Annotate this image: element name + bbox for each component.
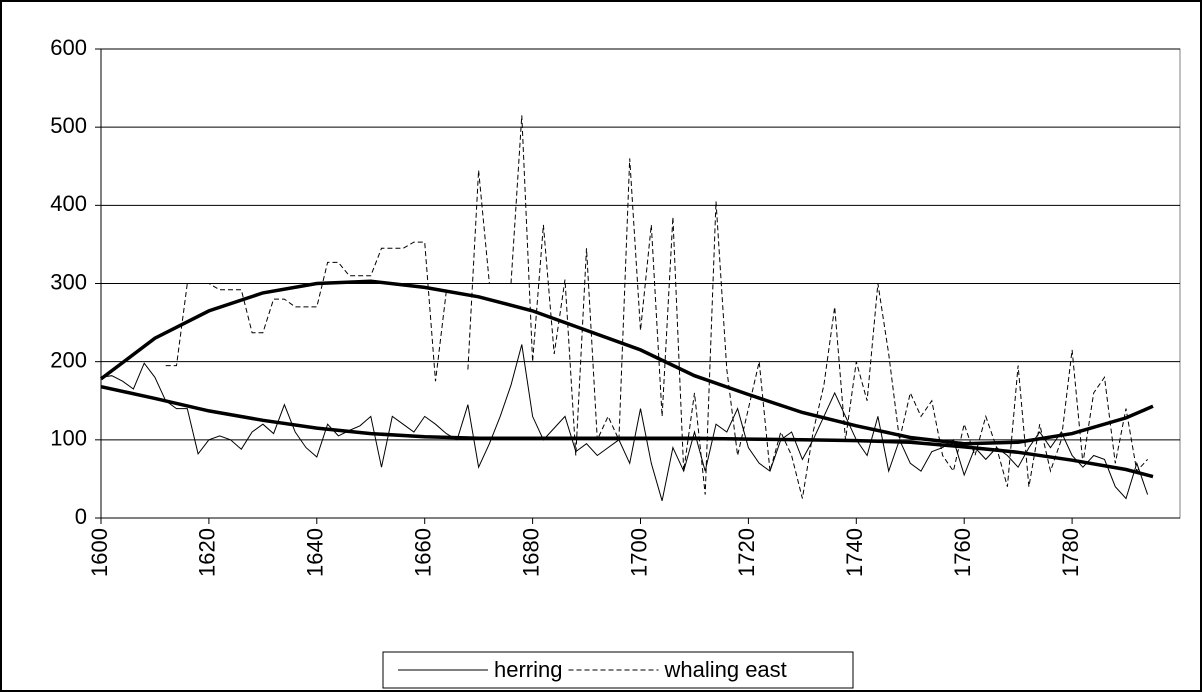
x-tick-label: 1740 (842, 528, 867, 577)
x-tick-label: 1640 (303, 528, 328, 577)
y-tick-label: 300 (50, 269, 87, 294)
trend-line (99, 279, 1154, 446)
legend-label: herring (494, 657, 562, 682)
x-tick-label: 1660 (411, 528, 436, 577)
y-tick-label: 0 (75, 504, 87, 529)
x-tick-label: 1620 (195, 528, 220, 577)
x-tick-label: 1700 (626, 528, 651, 577)
trend-line (100, 384, 1154, 479)
series-line (165, 115, 1148, 499)
legend-label: whaling east (663, 657, 786, 682)
x-tick-label: 1680 (518, 528, 543, 577)
x-tick-label: 1720 (734, 528, 759, 577)
y-tick-label: 100 (50, 426, 87, 451)
x-tick-label: 1600 (87, 528, 112, 577)
y-tick-label: 200 (50, 347, 87, 372)
y-tick-label: 600 (50, 35, 87, 60)
x-tick-label: 1760 (950, 528, 975, 577)
y-tick-label: 400 (50, 191, 87, 216)
series-line (100, 344, 1149, 501)
x-tick-label: 1780 (1058, 528, 1083, 577)
y-tick-label: 500 (50, 113, 87, 138)
